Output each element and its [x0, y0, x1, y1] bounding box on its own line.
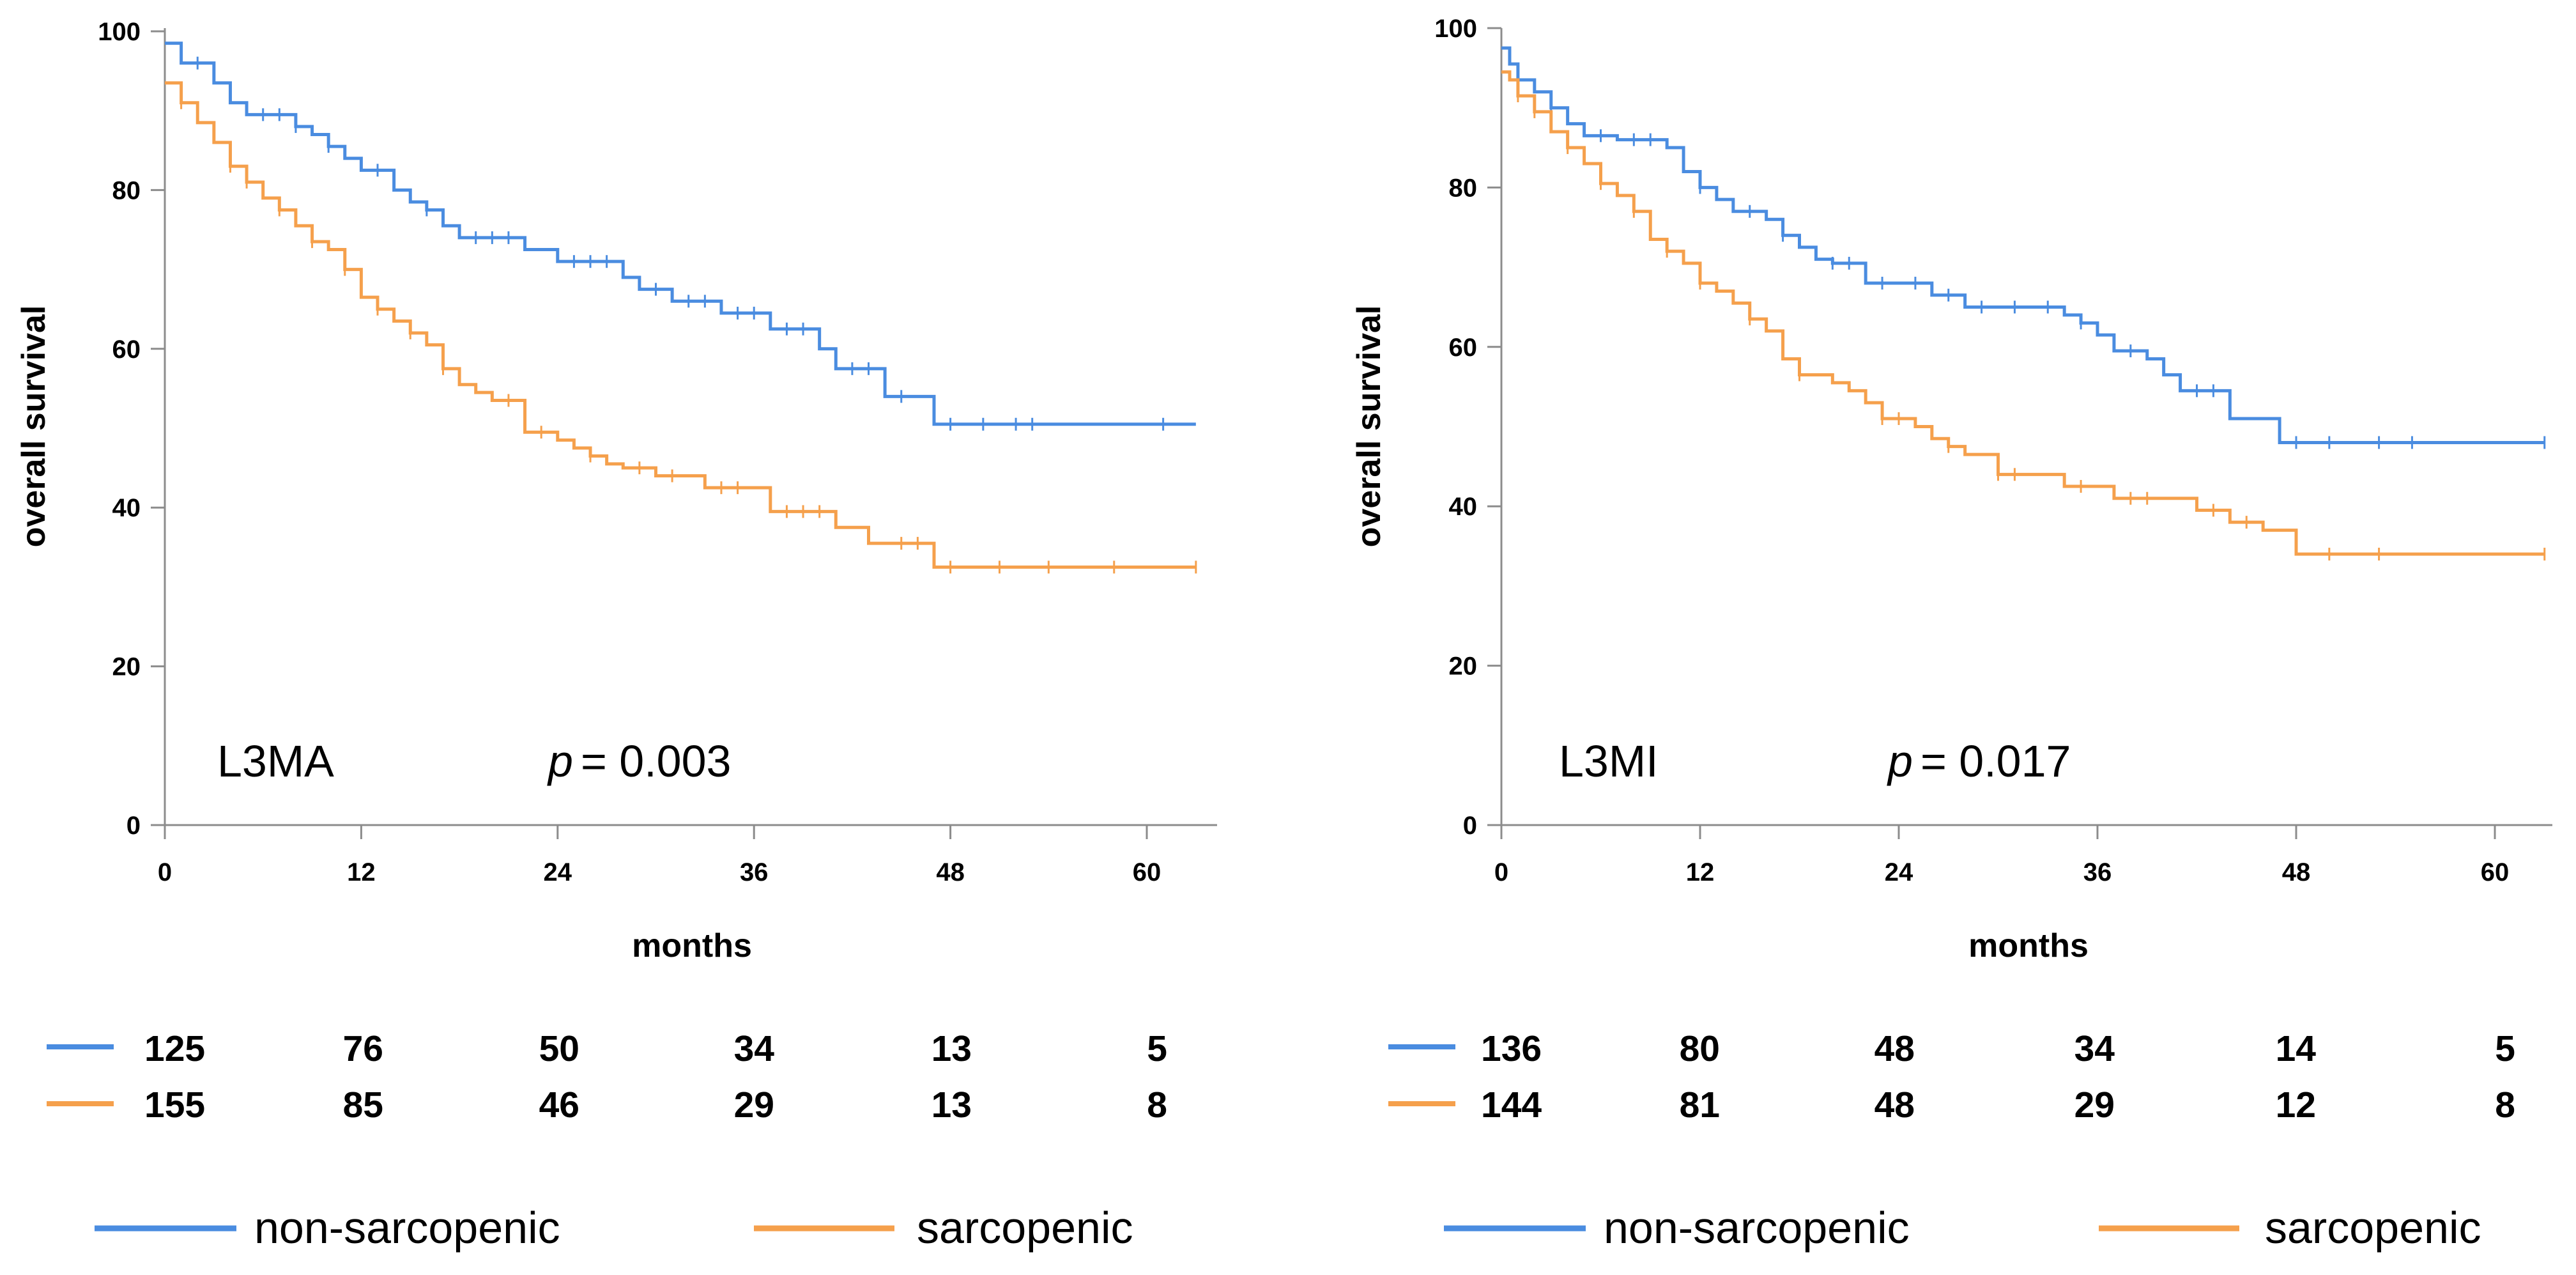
risk-number-non-sarcopenic: 5	[1147, 1028, 1167, 1069]
panel-label: L3MA	[217, 736, 334, 786]
x-tick-label: 60	[2481, 858, 2510, 886]
risk-number-non-sarcopenic: 34	[734, 1028, 775, 1069]
x-axis-title: months	[1968, 927, 2089, 964]
risk-number-non-sarcopenic: 80	[1680, 1028, 1720, 1069]
y-tick-label: 60	[112, 336, 141, 364]
y-tick-label: 20	[1449, 653, 1478, 681]
p-value-symbol: p	[547, 736, 573, 786]
p-value: p = 0.003	[547, 736, 731, 786]
x-tick-label: 48	[2282, 858, 2311, 886]
risk-number-non-sarcopenic: 48	[1874, 1028, 1915, 1069]
series-layer	[165, 42, 1197, 574]
x-tick-label: 0	[158, 858, 172, 886]
risk-number-sarcopenic: 46	[539, 1085, 579, 1125]
series-line-sarcopenic	[1501, 70, 2545, 556]
risk-number-sarcopenic: 144	[1481, 1085, 1542, 1125]
y-ticks: 0 20 40 60 80 100	[1434, 15, 1501, 840]
risk-number-non-sarcopenic: 125	[144, 1028, 205, 1069]
series-layer	[1501, 46, 2546, 561]
risk-number-sarcopenic: 12	[2276, 1085, 2316, 1125]
risk-number-sarcopenic: 48	[1874, 1085, 1915, 1125]
y-axis-title: overall survival	[1351, 305, 1388, 548]
x-tick-label: 24	[1885, 858, 1913, 886]
risk-number-sarcopenic: 13	[931, 1085, 972, 1125]
plot-area-l3mi: 0 20 40 60 80 100 0 12 24 36 48 60	[1434, 15, 2552, 886]
risk-number-sarcopenic: 81	[1680, 1085, 1720, 1125]
x-tick-label: 48	[936, 858, 965, 886]
plot-area-l3ma: 0 20 40 60 80 100 0 12 24 36 48 60	[98, 18, 1217, 886]
legend: non-sarcopenic sarcopenic	[95, 1203, 1133, 1253]
y-tick-label: 80	[1449, 174, 1478, 202]
p-value-symbol: p	[1887, 736, 1913, 786]
panel-label: L3MI	[1559, 736, 1659, 786]
legend-label-sarcopenic: sarcopenic	[917, 1203, 1133, 1253]
legend-label-sarcopenic: sarcopenic	[2265, 1203, 2481, 1253]
x-ticks: 0 12 24 36 48 60	[158, 825, 1161, 886]
risk-number-non-sarcopenic: 136	[1481, 1028, 1542, 1069]
y-tick-label: 80	[112, 176, 141, 205]
y-tick-label: 60	[1449, 334, 1478, 362]
x-axis-title: months	[632, 927, 752, 964]
x-tick-label: 24	[544, 858, 572, 886]
risk-table: 125 76 50 34 13 5 155 85 46 29 13 8	[47, 1028, 1167, 1125]
x-tick-label: 12	[347, 858, 376, 886]
y-tick-label: 100	[1434, 15, 1477, 43]
x-tick-label: 12	[1686, 858, 1715, 886]
x-tick-label: 36	[2083, 858, 2112, 886]
y-tick-label: 100	[98, 18, 141, 46]
series-line-non-sarcopenic	[1501, 46, 2545, 444]
legend: non-sarcopenic sarcopenic	[1444, 1203, 2481, 1253]
y-ticks: 0 20 40 60 80 100	[98, 18, 165, 840]
x-tick-label: 60	[1133, 858, 1162, 886]
y-tick-label: 20	[112, 653, 141, 681]
y-axis-title: overall survival	[15, 305, 52, 548]
risk-number-non-sarcopenic: 50	[539, 1028, 579, 1069]
y-tick-label: 0	[126, 812, 141, 840]
risk-number-sarcopenic: 29	[734, 1085, 774, 1125]
x-tick-label: 0	[1494, 858, 1508, 886]
risk-number-sarcopenic: 8	[2495, 1085, 2515, 1125]
risk-numbers: 136 80 48 34 14 5 144 81 48 29 12 8	[1481, 1028, 2515, 1125]
risk-number-sarcopenic: 8	[1147, 1085, 1167, 1125]
risk-number-non-sarcopenic: 14	[2276, 1028, 2317, 1069]
risk-table: 136 80 48 34 14 5 144 81 48 29 12 8	[1388, 1028, 2515, 1125]
risk-number-non-sarcopenic: 76	[343, 1028, 383, 1069]
risk-number-sarcopenic: 85	[343, 1085, 383, 1125]
risk-number-non-sarcopenic: 5	[2495, 1028, 2515, 1069]
series-line-non-sarcopenic	[165, 42, 1196, 426]
risk-numbers: 125 76 50 34 13 5 155 85 46 29 13 8	[144, 1028, 1167, 1125]
risk-number-sarcopenic: 29	[2074, 1085, 2115, 1125]
x-ticks: 0 12 24 36 48 60	[1494, 825, 2509, 886]
p-value: p = 0.017	[1887, 736, 2071, 786]
panel-l3mi: 0 20 40 60 80 100 0 12 24 36 48 60 overall surviva…	[1351, 15, 2552, 1253]
y-tick-label: 40	[112, 494, 141, 522]
p-value-number: = 0.017	[1920, 736, 2071, 786]
panel-l3ma: 0 20 40 60 80 100 0 12 24 36 48 60 overall surviva…	[15, 18, 1217, 1253]
risk-number-non-sarcopenic: 34	[2074, 1028, 2115, 1069]
y-tick-label: 0	[1463, 812, 1477, 840]
risk-number-non-sarcopenic: 13	[931, 1028, 972, 1069]
risk-number-sarcopenic: 155	[144, 1085, 205, 1125]
x-tick-label: 36	[740, 858, 769, 886]
series-line-sarcopenic	[165, 81, 1196, 569]
legend-label-non-sarcopenic: non-sarcopenic	[1604, 1203, 1910, 1253]
legend-label-non-sarcopenic: non-sarcopenic	[254, 1203, 560, 1253]
y-tick-label: 40	[1449, 493, 1478, 521]
p-value-number: = 0.003	[581, 736, 732, 786]
